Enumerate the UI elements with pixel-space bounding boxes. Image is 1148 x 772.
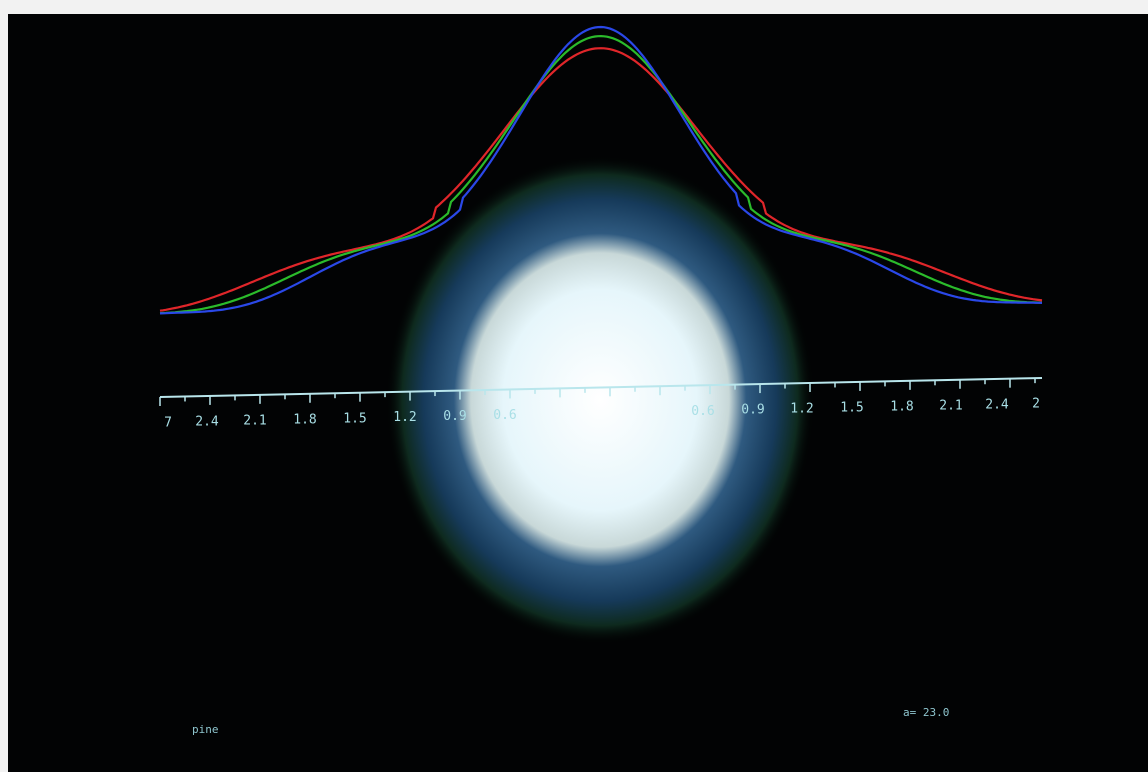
diffraction-glow (385, 155, 815, 645)
axis-label: 0.9 (443, 409, 466, 424)
axis-label: 1.5 (343, 411, 366, 426)
page: 7 2.4 2.1 1.8 1.5 1.2 0.9 0.6 0.6 0.9 1.2 1.5 1.8 2.1… (0, 0, 1148, 772)
axis-label: 1.8 (890, 400, 913, 415)
axis-label: 1.2 (790, 402, 813, 417)
axis-label: 1.2 (393, 410, 416, 425)
footer-right: a= 23.0 (903, 706, 949, 719)
axis-label: 2.1 (243, 413, 266, 428)
axis-label: 1.8 (293, 412, 316, 427)
axis-label: 2.4 (195, 414, 219, 429)
axis-label: 2.4 (985, 397, 1009, 412)
axis-label: 1.5 (840, 401, 863, 416)
footer-left: pine (192, 723, 219, 736)
axis-label: 2 (1032, 397, 1040, 412)
axis-label: 7 (164, 415, 172, 430)
screen-photo: 7 2.4 2.1 1.8 1.5 1.2 0.9 0.6 0.6 0.9 1.2 1.5 1.8 2.1… (0, 0, 1148, 772)
axis-label: 0.6 (691, 404, 714, 419)
axis-label: 0.9 (741, 403, 764, 418)
axis-label: 0.6 (493, 408, 516, 423)
axis-label: 2.1 (939, 398, 962, 413)
